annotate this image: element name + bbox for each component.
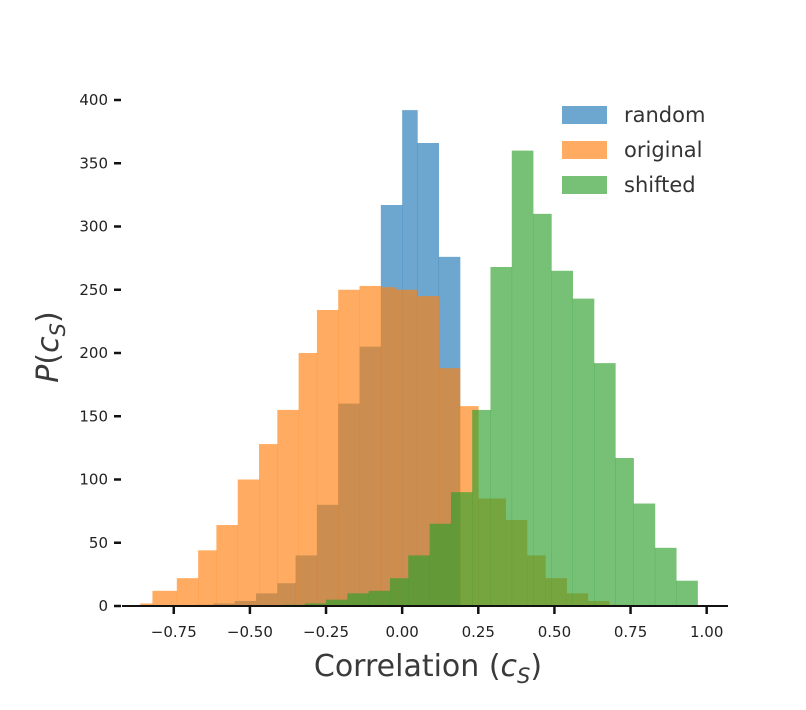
y-tick-label: 150 xyxy=(79,407,108,425)
original-bar xyxy=(152,590,178,606)
original-bar xyxy=(277,409,299,606)
original-bar xyxy=(259,444,278,606)
legend: random original shifted xyxy=(562,103,705,197)
y-tick-label: 400 xyxy=(79,91,108,109)
y-axis-title: P(cS) xyxy=(31,311,70,382)
x-tick-label: 0.25 xyxy=(462,623,495,641)
legend-swatch-shifted xyxy=(562,176,607,194)
x-tick-label: 1.00 xyxy=(690,623,723,641)
shifted-bar xyxy=(594,363,616,606)
original-bar xyxy=(380,287,397,606)
legend-label-shifted: shifted xyxy=(624,173,696,197)
original-bar xyxy=(237,479,260,606)
x-tick-label: −0.50 xyxy=(227,623,273,641)
x-axis-title: Correlation (cS) xyxy=(314,649,542,688)
shifted-bar xyxy=(615,458,634,606)
legend-label-original: original xyxy=(624,138,703,162)
shifted-bar xyxy=(450,492,473,606)
y-tick-label: 200 xyxy=(79,344,108,362)
shifted-bar xyxy=(654,547,677,606)
y-tick-label: 300 xyxy=(79,218,108,236)
legend-label-random: random xyxy=(624,103,705,127)
shifted-bar xyxy=(633,503,656,606)
shifted-bar xyxy=(472,409,491,606)
x-tick-label: −0.25 xyxy=(303,623,349,641)
y-tick-label: 50 xyxy=(89,534,108,552)
y-tick-label: 350 xyxy=(79,154,108,172)
original-bar xyxy=(338,289,360,606)
shifted-bar xyxy=(429,523,452,606)
bars-layer xyxy=(140,110,698,607)
labels-layer: 0 50 100 150 200 250 300 350 400 −0.75 −0.50 −0.25 0… xyxy=(31,91,723,688)
legend-swatch-random xyxy=(562,106,607,124)
original-bar xyxy=(298,353,318,606)
shifted-bar xyxy=(389,578,409,606)
shifted-bar xyxy=(511,150,534,606)
original-bar xyxy=(396,289,418,606)
x-tick-label: 0.50 xyxy=(538,623,571,641)
y-tick-label: 250 xyxy=(79,281,108,299)
legend-swatch-original xyxy=(562,141,607,159)
shifted-bar xyxy=(551,270,573,606)
shifted-bar xyxy=(326,599,348,606)
x-tick-label: −0.75 xyxy=(151,623,197,641)
original-bar xyxy=(176,578,199,606)
shifted-bar xyxy=(676,580,698,606)
shifted-bar xyxy=(347,593,369,606)
series-shifted xyxy=(283,150,698,606)
original-bar xyxy=(359,285,382,606)
shifted-bar xyxy=(304,603,327,606)
shifted-bar xyxy=(368,590,391,606)
original-bar xyxy=(316,309,339,606)
original-bar xyxy=(140,603,153,606)
x-tick-label: 0.75 xyxy=(614,623,647,641)
shifted-bar xyxy=(408,555,430,606)
shifted-bar xyxy=(533,213,552,606)
x-tick-label: 0.00 xyxy=(385,623,418,641)
original-bar xyxy=(216,525,239,606)
original-bar xyxy=(198,550,217,606)
y-tick-label: 100 xyxy=(79,471,108,489)
y-tick-label: 0 xyxy=(98,597,108,615)
shifted-bar xyxy=(490,266,513,606)
shifted-bar xyxy=(572,298,595,606)
axes-layer xyxy=(114,98,728,614)
